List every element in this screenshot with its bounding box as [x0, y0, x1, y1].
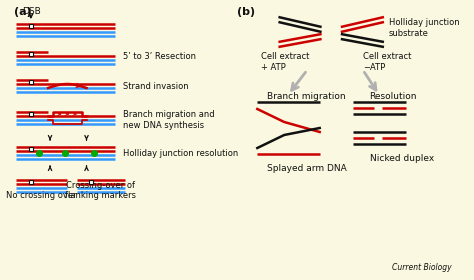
Text: Holliday junction resolution: Holliday junction resolution [123, 148, 238, 158]
Text: DSB: DSB [22, 7, 41, 16]
Text: (b): (b) [237, 7, 255, 17]
Text: Cell extract
+ ATP: Cell extract + ATP [261, 52, 310, 72]
Text: Holliday junction
substrate: Holliday junction substrate [389, 18, 459, 38]
Text: No crossing over: No crossing over [6, 191, 77, 200]
Text: Splayed arm DNA: Splayed arm DNA [267, 164, 346, 173]
Polygon shape [29, 180, 33, 184]
Text: Nicked duplex: Nicked duplex [370, 154, 434, 163]
Polygon shape [29, 80, 33, 84]
Text: Resolution: Resolution [370, 92, 417, 101]
Polygon shape [29, 112, 33, 116]
Polygon shape [90, 180, 93, 184]
Text: Cell extract
−ATP: Cell extract −ATP [363, 52, 411, 72]
Polygon shape [29, 24, 33, 28]
Text: Current Biology: Current Biology [392, 263, 451, 272]
Text: Strand invasion: Strand invasion [123, 81, 189, 90]
Polygon shape [29, 147, 33, 151]
Text: 5’ to 3’ Resection: 5’ to 3’ Resection [123, 52, 196, 60]
Text: (a): (a) [14, 7, 31, 17]
Polygon shape [29, 52, 33, 56]
Text: Branch migration and
new DNA synthesis: Branch migration and new DNA synthesis [123, 110, 215, 130]
Text: Branch migration: Branch migration [267, 92, 346, 101]
Text: Crossing-over of
flanking markers: Crossing-over of flanking markers [65, 181, 137, 200]
